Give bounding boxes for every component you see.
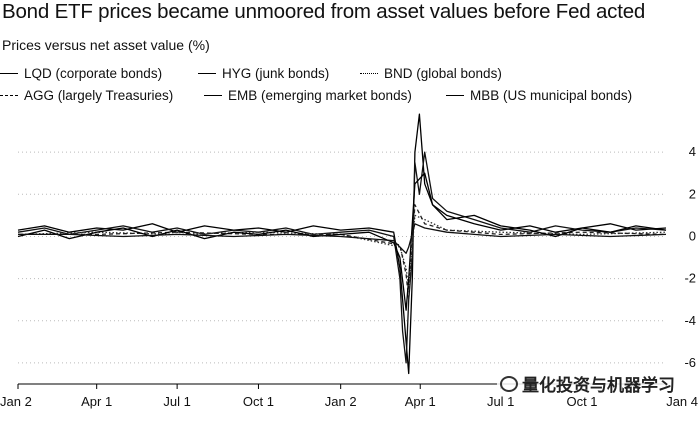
legend-label-hyg: HYG (junk bonds)	[222, 66, 330, 81]
series-line-3	[18, 204, 667, 301]
y-tick-label: 4	[689, 144, 696, 159]
x-tick-label: Jul 1	[487, 394, 514, 409]
legend-item-bnd: BND (global bonds)	[360, 66, 502, 81]
legend-swatch-mbb	[446, 95, 464, 96]
legend-swatch-hyg	[198, 73, 216, 74]
legend-item-emb: EMB (emerging market bonds)	[204, 88, 412, 103]
x-tick-label: Jul 1	[163, 394, 190, 409]
legend-label-emb: EMB (emerging market bonds)	[228, 88, 412, 103]
series-line-4	[17, 172, 667, 311]
y-tick-label: -6	[684, 355, 696, 370]
legend-item-agg: AGG (largely Treasuries)	[0, 88, 173, 103]
x-tick-label: Jan 2	[0, 394, 32, 409]
grid-lines	[18, 151, 666, 364]
legend-label-lqd: LQD (corporate bonds)	[24, 66, 163, 81]
watermark-text: 量化投资与机器学习	[522, 376, 675, 395]
y-axis-ticks: -6 -4 -2 0 2 4	[684, 144, 696, 370]
chart-title: Bond ETF prices became unmoored from ass…	[2, 0, 646, 23]
x-tick-label: Jan 2	[325, 394, 357, 409]
wechat-icon	[500, 376, 518, 392]
x-tick-label: Oct 1	[243, 394, 274, 409]
legend-label-bnd: BND (global bonds)	[384, 66, 502, 81]
series-line-1	[17, 151, 667, 364]
series-lines	[17, 113, 667, 375]
legend-item-mbb: MBB (US municipal bonds)	[446, 88, 632, 103]
legend-label-agg: AGG (largely Treasuries)	[24, 88, 174, 103]
x-tick-label: Oct 1	[566, 394, 597, 409]
legend-item-hyg: HYG (junk bonds)	[198, 66, 329, 81]
x-tick-label: Apr 1	[405, 394, 436, 409]
legend-swatch-lqd	[0, 73, 18, 74]
legend-item-lqd: LQD (corporate bonds)	[0, 66, 162, 81]
series-line-5	[18, 223, 667, 254]
chart-subtitle: Prices versus net asset value (%)	[2, 37, 210, 53]
y-tick-label: 2	[689, 186, 696, 201]
legend-swatch-emb	[204, 95, 222, 96]
series-line-0	[17, 113, 667, 375]
y-tick-label: -4	[684, 313, 696, 328]
legend-swatch-agg	[0, 95, 18, 96]
x-tick-label: Jan 4	[666, 394, 698, 409]
y-tick-label: -2	[684, 271, 696, 286]
legend-label-mbb: MBB (US municipal bonds)	[470, 88, 633, 103]
watermark: 量化投资与机器学习	[497, 371, 678, 396]
x-tick-label: Apr 1	[81, 394, 112, 409]
y-tick-label: 0	[689, 228, 696, 243]
legend-swatch-bnd	[360, 73, 378, 74]
chart-plot: -6 -4 -2 0 2 4 Jan 2 Apr 1 Jul 1 Oct 1 Jan 2 Apr 1…	[0, 113, 698, 409]
chart-legend: LQD (corporate bonds) HYG (junk bonds) B…	[0, 64, 700, 108]
